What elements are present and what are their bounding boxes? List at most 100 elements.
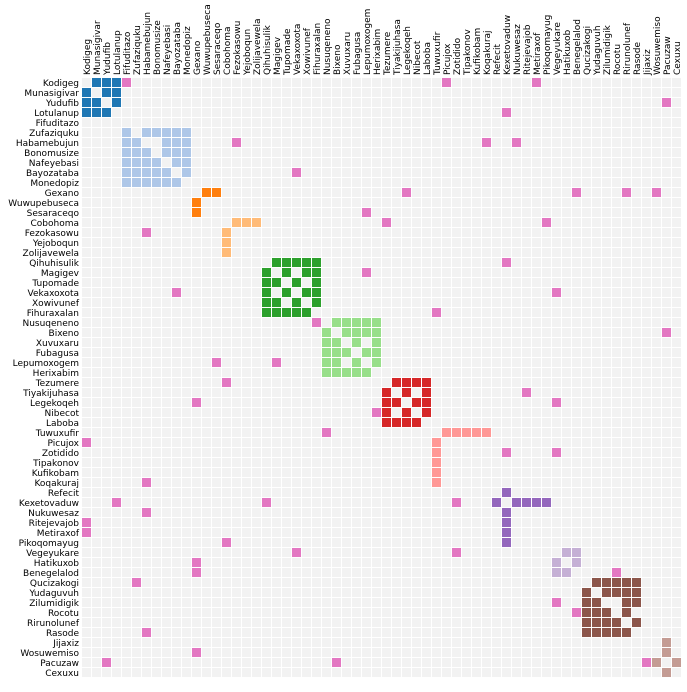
matrix-empty-cell (482, 568, 491, 577)
matrix-empty-cell (382, 248, 391, 257)
matrix-empty-cell (132, 78, 141, 87)
matrix-empty-cell (342, 228, 351, 237)
matrix-empty-cell (432, 558, 441, 567)
matrix-empty-cell (502, 168, 511, 177)
matrix-empty-cell (322, 78, 331, 87)
matrix-cell-in-group (432, 458, 441, 467)
matrix-empty-cell (182, 178, 191, 187)
matrix-empty-cell (182, 118, 191, 127)
matrix-empty-cell (502, 318, 511, 327)
matrix-empty-cell (322, 258, 331, 267)
matrix-empty-cell (352, 378, 361, 387)
matrix-empty-cell (352, 98, 361, 107)
matrix-empty-cell (182, 378, 191, 387)
matrix-empty-cell (542, 428, 551, 437)
matrix-empty-cell (602, 388, 611, 397)
matrix-empty-cell (142, 608, 151, 617)
matrix-empty-cell (252, 608, 261, 617)
matrix-empty-cell (252, 78, 261, 87)
matrix-empty-cell (192, 578, 201, 587)
matrix-empty-cell (172, 218, 181, 227)
matrix-empty-cell (362, 608, 371, 617)
row-label: Cobohoma (30, 219, 79, 229)
matrix-empty-cell (302, 178, 311, 187)
matrix-empty-cell (382, 228, 391, 237)
matrix-cell-in-group (262, 298, 271, 307)
matrix-empty-cell (172, 258, 181, 267)
matrix-empty-cell (212, 498, 221, 507)
matrix-empty-cell (192, 158, 201, 167)
matrix-empty-cell (242, 568, 251, 577)
matrix-empty-cell (642, 258, 651, 267)
matrix-empty-cell (262, 168, 271, 177)
matrix-empty-cell (152, 428, 161, 437)
matrix-empty-cell (362, 468, 371, 477)
matrix-empty-cell (402, 198, 411, 207)
matrix-empty-cell (162, 408, 171, 417)
matrix-empty-cell (522, 268, 531, 277)
matrix-empty-cell (582, 488, 591, 497)
matrix-cell-in-group (132, 158, 141, 167)
matrix-empty-cell (492, 408, 501, 417)
matrix-empty-cell (372, 468, 381, 477)
matrix-empty-cell (592, 78, 601, 87)
matrix-empty-cell (382, 668, 391, 677)
matrix-empty-cell (292, 518, 301, 527)
matrix-empty-cell (152, 268, 161, 277)
matrix-empty-cell (552, 668, 561, 677)
matrix-empty-cell (522, 468, 531, 477)
matrix-empty-cell (592, 328, 601, 337)
matrix-empty-cell (432, 608, 441, 617)
matrix-cell-in-group (582, 598, 591, 607)
matrix-cell-in-group (322, 368, 331, 377)
matrix-empty-cell (232, 458, 241, 467)
matrix-empty-cell (512, 218, 521, 227)
row-label: Monedopiz (30, 179, 79, 189)
matrix-empty-cell (122, 448, 131, 457)
column-label: Tuwuxufir (433, 31, 443, 76)
matrix-empty-cell (542, 348, 551, 357)
matrix-empty-cell (192, 188, 201, 197)
matrix-cell-in-group (102, 88, 111, 97)
matrix-empty-cell (592, 168, 601, 177)
matrix-empty-cell (332, 378, 341, 387)
matrix-empty-cell (662, 228, 671, 237)
matrix-empty-cell (422, 548, 431, 557)
matrix-empty-cell (452, 128, 461, 137)
matrix-empty-cell (222, 408, 231, 417)
matrix-empty-cell (672, 108, 681, 117)
matrix-empty-cell (402, 458, 411, 467)
matrix-empty-cell (172, 278, 181, 287)
matrix-empty-cell (252, 308, 261, 317)
matrix-empty-cell (412, 498, 421, 507)
matrix-empty-cell (312, 418, 321, 427)
matrix-empty-cell (122, 288, 131, 297)
matrix-empty-cell (492, 178, 501, 187)
matrix-empty-cell (612, 328, 621, 337)
matrix-empty-cell (502, 188, 511, 197)
matrix-empty-cell (612, 528, 621, 537)
matrix-empty-cell (152, 308, 161, 317)
matrix-empty-cell (162, 318, 171, 327)
matrix-empty-cell (162, 638, 171, 647)
matrix-empty-cell (372, 388, 381, 397)
matrix-empty-cell (192, 118, 201, 127)
matrix-cell-in-group (372, 358, 381, 367)
matrix-empty-cell (532, 288, 541, 297)
matrix-empty-cell (352, 388, 361, 397)
matrix-empty-cell (632, 248, 641, 257)
matrix-empty-cell (322, 168, 331, 177)
matrix-cell-in-group (592, 598, 601, 607)
column-label: Benegelalod (573, 19, 583, 75)
matrix-empty-cell (92, 648, 101, 657)
matrix-empty-cell (132, 538, 141, 547)
matrix-empty-cell (252, 518, 261, 527)
matrix-empty-cell (372, 528, 381, 537)
matrix-empty-cell (312, 388, 321, 397)
matrix-empty-cell (152, 138, 161, 147)
matrix-empty-cell (372, 668, 381, 677)
matrix-empty-cell (672, 158, 681, 167)
matrix-empty-cell (632, 328, 641, 337)
matrix-empty-cell (572, 268, 581, 277)
matrix-empty-cell (202, 248, 211, 257)
